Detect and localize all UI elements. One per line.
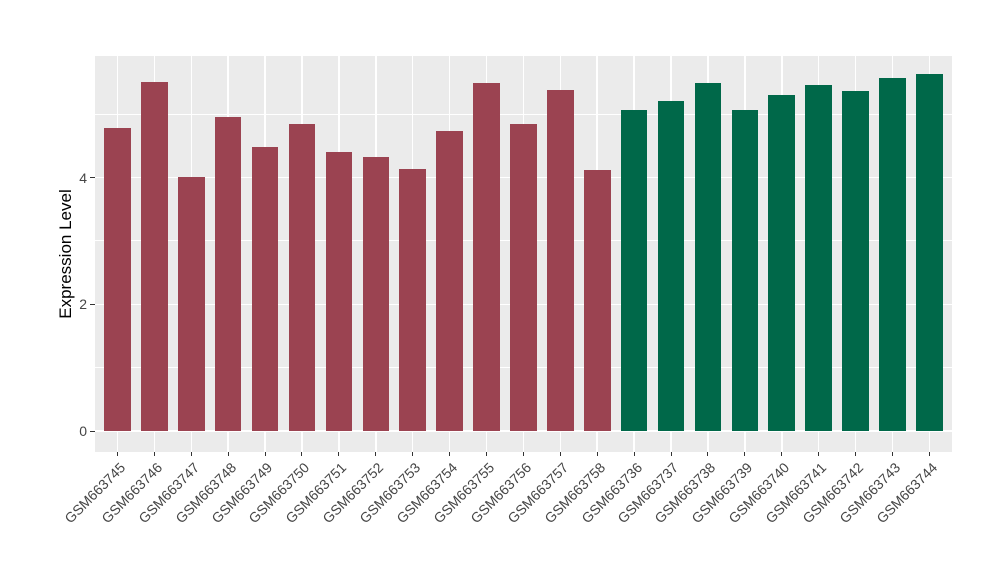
y-tick-label-2: 2 bbox=[79, 296, 87, 313]
y-tick-mark-0 bbox=[90, 430, 95, 432]
bar-GSM663750 bbox=[288, 124, 316, 431]
bar-GSM663746 bbox=[141, 81, 168, 431]
x-tick-mark bbox=[412, 452, 414, 456]
x-tick-mark bbox=[227, 452, 229, 456]
x-tick-mark bbox=[264, 452, 266, 456]
bar-GSM663756 bbox=[510, 124, 537, 431]
bar-GSM663752 bbox=[362, 156, 390, 431]
bar-slot-GSM663745: GSM663745 bbox=[61, 56, 136, 526]
x-tick-mark bbox=[781, 452, 783, 456]
x-tick-mark bbox=[449, 452, 451, 456]
x-tick-mark bbox=[596, 452, 598, 456]
bar-slot-GSM663754: GSM663754 bbox=[393, 56, 468, 526]
bar-slot-GSM663749: GSM663749 bbox=[209, 56, 284, 526]
x-tick-mark bbox=[486, 452, 488, 456]
bar-GSM663742 bbox=[842, 90, 869, 431]
bar-GSM663738 bbox=[694, 82, 722, 431]
bar-slot-GSM663740: GSM663740 bbox=[725, 56, 800, 526]
bar-slots: GSM663745 GSM663746 GSM663747 GSM663748 GSM6… bbox=[61, 56, 952, 526]
x-tick-mark bbox=[338, 452, 340, 456]
bar-GSM663754 bbox=[436, 131, 463, 431]
bar-GSM663751 bbox=[325, 152, 353, 431]
bar-GSM663744 bbox=[916, 74, 943, 431]
bar-GSM663743 bbox=[879, 78, 906, 431]
bar-slot-GSM663737: GSM663737 bbox=[615, 56, 690, 526]
bar-GSM663753 bbox=[399, 169, 426, 431]
x-tick-mark bbox=[855, 452, 857, 456]
bar-GSM663739 bbox=[731, 109, 759, 431]
plot-panel: GSM663745 GSM663746 GSM663747 GSM663748 GSM6… bbox=[61, 56, 952, 526]
x-tick-mark bbox=[559, 452, 561, 456]
bar-slot-GSM663751: GSM663751 bbox=[283, 56, 357, 526]
bar-slot-GSM663746: GSM663746 bbox=[98, 56, 173, 526]
bar-slot-GSM663736: GSM663736 bbox=[578, 56, 653, 526]
y-tick-label-0: 0 bbox=[79, 423, 87, 439]
bar-GSM663737 bbox=[657, 100, 685, 431]
bar-slot-GSM663743: GSM663743 bbox=[836, 56, 911, 526]
bar-GSM663740 bbox=[768, 94, 796, 431]
bar-slot-GSM663755: GSM663755 bbox=[430, 56, 505, 526]
bar-slot-GSM663744: GSM663744 bbox=[873, 56, 948, 526]
bar-slot-GSM663742: GSM663742 bbox=[799, 56, 874, 526]
bar-GSM663755 bbox=[473, 83, 500, 431]
y-tick-label-4: 4 bbox=[79, 169, 87, 186]
bar-slot-GSM663739: GSM663739 bbox=[689, 56, 763, 526]
bar-slot-GSM663758: GSM663758 bbox=[541, 56, 616, 526]
x-tick-mark bbox=[818, 452, 820, 456]
bar-slot-GSM663753: GSM663753 bbox=[356, 56, 431, 526]
bar-slot-GSM663750: GSM663750 bbox=[246, 56, 321, 526]
bar-slot-GSM663752: GSM663752 bbox=[320, 56, 394, 526]
bar-slot-GSM663738: GSM663738 bbox=[652, 56, 727, 526]
bar-slot-GSM663756: GSM663756 bbox=[467, 56, 542, 526]
bar-slot-GSM663757: GSM663757 bbox=[504, 56, 579, 526]
bar-GSM663748 bbox=[214, 117, 242, 431]
x-tick-mark bbox=[891, 452, 893, 456]
y-tick-mark-4 bbox=[90, 177, 95, 179]
bar-GSM663747 bbox=[177, 177, 205, 431]
x-tick-mark bbox=[190, 452, 192, 456]
bar-GSM663757 bbox=[547, 90, 574, 431]
bar-GSM663758 bbox=[583, 170, 611, 431]
x-tick-mark bbox=[670, 452, 672, 456]
bar-slot-GSM663741: GSM663741 bbox=[762, 56, 837, 526]
x-tick-mark bbox=[522, 452, 524, 456]
y-tick-mark-2 bbox=[90, 303, 95, 305]
bar-slot-GSM663747: GSM663747 bbox=[135, 56, 210, 526]
bar-GSM663745 bbox=[104, 128, 131, 431]
x-tick-mark bbox=[928, 452, 930, 456]
bar-GSM663741 bbox=[805, 85, 832, 431]
x-tick-mark bbox=[153, 452, 155, 456]
x-tick-mark bbox=[633, 452, 635, 456]
bar-slot-GSM663748: GSM663748 bbox=[172, 56, 247, 526]
x-tick-mark bbox=[744, 452, 746, 456]
x-tick-mark bbox=[116, 452, 118, 456]
x-tick-mark bbox=[375, 452, 377, 456]
bar-GSM663736 bbox=[620, 109, 648, 431]
bar-GSM663749 bbox=[251, 146, 279, 431]
x-tick-mark bbox=[301, 452, 303, 456]
x-tick-mark bbox=[707, 452, 709, 456]
